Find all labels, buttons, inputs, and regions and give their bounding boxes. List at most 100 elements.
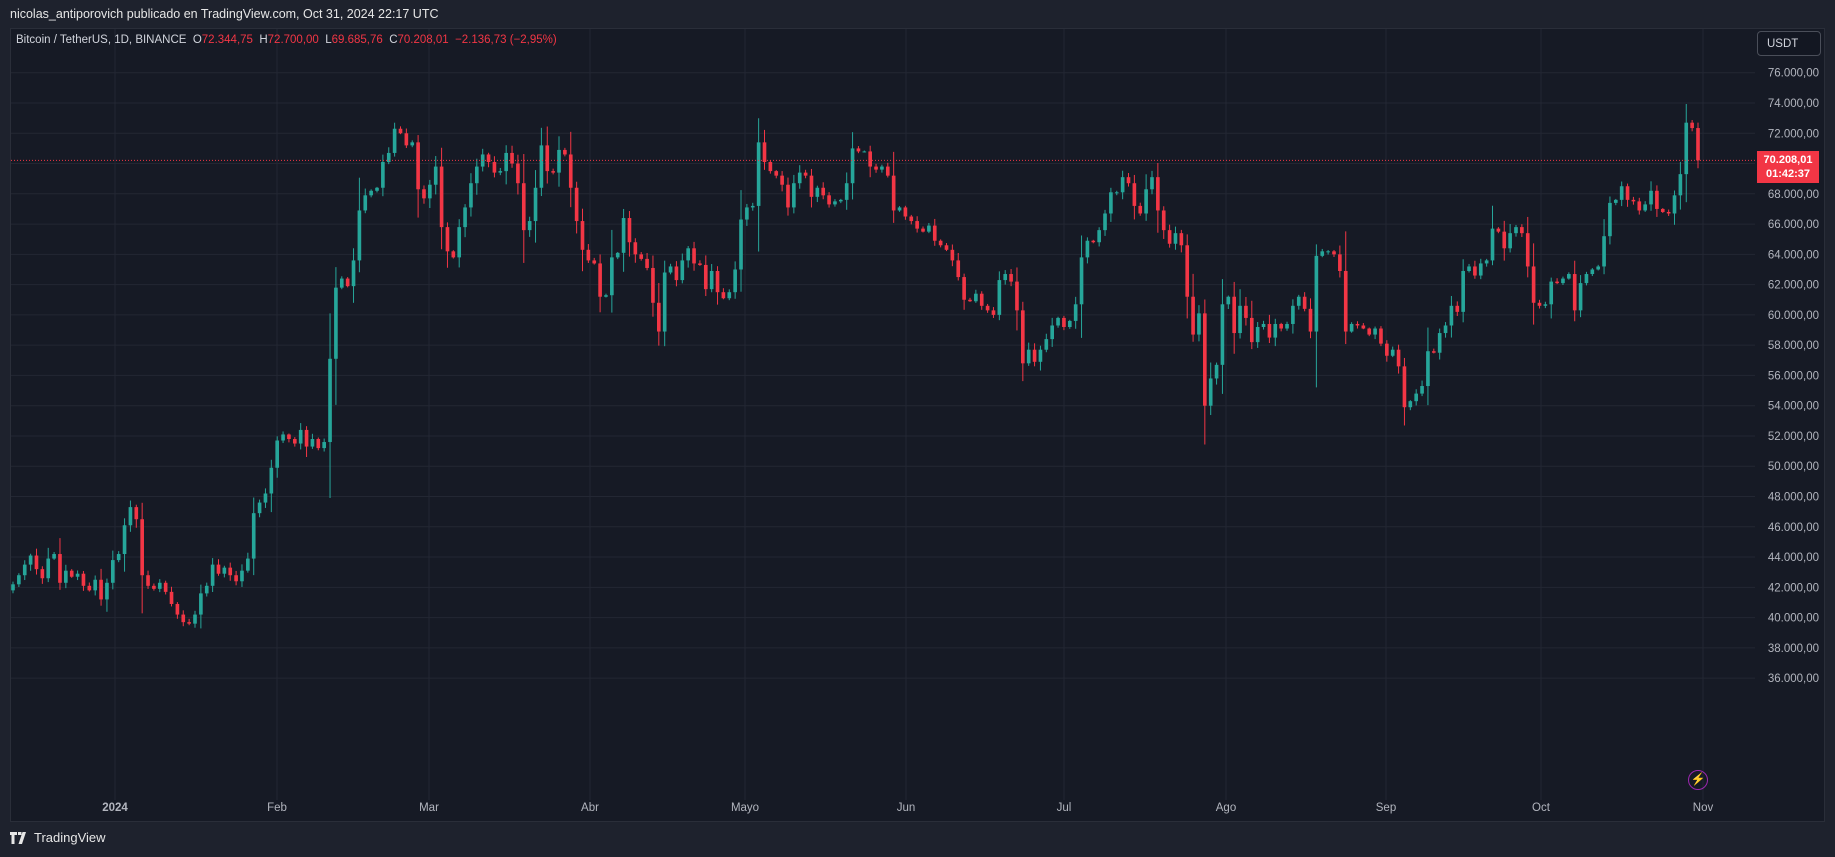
candle-body: [1490, 228, 1495, 261]
candle-body: [997, 280, 1002, 315]
candle-body: [839, 199, 843, 202]
y-tick-label: 42.000,00: [1768, 582, 1819, 594]
candle-body: [1672, 195, 1677, 214]
candle-body: [1385, 343, 1389, 356]
candle-body: [1555, 281, 1559, 284]
candle-body: [122, 525, 127, 555]
candle-body: [639, 254, 644, 259]
candle-body: [874, 166, 878, 170]
candle-body: [1649, 190, 1653, 205]
candle-body: [1285, 323, 1289, 329]
candle-body: [40, 569, 45, 579]
candle-body: [1361, 325, 1366, 329]
candle-body: [1684, 122, 1689, 175]
candle-body: [1114, 192, 1119, 194]
tradingview-logo[interactable]: TradingView: [10, 830, 106, 845]
candle-body: [75, 573, 80, 577]
y-tick-label: 46.000,00: [1768, 522, 1819, 534]
candle-body: [116, 554, 121, 561]
candle-body: [52, 554, 56, 559]
candle-body: [792, 183, 796, 208]
candle-body: [615, 252, 620, 258]
candle-body: [703, 264, 708, 290]
candle-body: [1596, 266, 1601, 270]
candle-body: [17, 575, 21, 585]
candle-body: [187, 622, 191, 624]
low-value: 69.685,76: [331, 34, 383, 46]
candle-body: [93, 579, 98, 591]
candle-body: [915, 221, 919, 229]
x-tick-label: Oct: [1532, 802, 1551, 814]
candle-body: [199, 593, 203, 615]
candle-body: [222, 567, 227, 574]
candle-body: [1156, 177, 1160, 211]
candle-body: [322, 442, 326, 449]
candle-body: [815, 187, 820, 197]
candle-body: [1067, 320, 1072, 327]
candle-body: [516, 163, 520, 184]
candle-body: [651, 267, 655, 303]
candle-body: [1461, 271, 1465, 312]
candle-body: [944, 245, 949, 250]
candle-body: [1584, 274, 1589, 284]
candle-body: [938, 240, 943, 246]
x-tick-label: Mar: [419, 802, 439, 814]
candle-body: [357, 210, 362, 261]
candle-body: [1437, 333, 1442, 353]
candle-body: [1332, 251, 1336, 255]
candle-body: [1191, 296, 1195, 335]
candle-body: [610, 257, 614, 296]
candle-body: [1302, 296, 1307, 309]
candle-body: [234, 575, 238, 582]
symbol-label[interactable]: Bitcoin / TetherUS, 1D, BINANCE: [16, 34, 187, 46]
candle-body: [58, 554, 62, 583]
candle-body: [175, 603, 180, 615]
publisher-text: nicolas_antiporovich publicado en Tradin…: [10, 7, 439, 21]
currency-button[interactable]: USDT: [1757, 31, 1821, 56]
candle-body: [1431, 351, 1436, 353]
candle-body: [1367, 328, 1372, 335]
candle-body: [1144, 189, 1148, 214]
candle-body: [762, 142, 767, 163]
open-label: O: [192, 34, 202, 46]
close-label: C: [389, 34, 398, 46]
candle-body: [334, 287, 338, 359]
candle-body: [633, 242, 638, 255]
open-value: 72.344,75: [201, 34, 253, 46]
candle-body: [1173, 233, 1178, 244]
candle-body: [404, 133, 409, 146]
candle-body: [979, 293, 984, 306]
candle-body: [1161, 210, 1166, 231]
candle-body: [692, 248, 696, 264]
last-price-tag: 70.208,01 01:42:37: [1757, 151, 1819, 184]
y-tick-label: 74.000,00: [1768, 98, 1819, 110]
candle-body: [328, 358, 332, 443]
candle-body: [721, 292, 726, 299]
last-price-value: 70.208,01: [1763, 154, 1813, 167]
candle-body: [163, 582, 168, 592]
y-tick-label: 54.000,00: [1768, 401, 1819, 413]
candle-body: [169, 591, 174, 604]
candle-body: [662, 272, 667, 332]
candle-body: [416, 142, 420, 190]
candle-body: [386, 152, 391, 163]
candle-body: [627, 218, 632, 243]
candle-body: [1449, 305, 1454, 326]
candle-body: [592, 260, 597, 264]
tradingview-logo-icon: [10, 831, 26, 844]
candle-body: [797, 172, 802, 184]
lightning-icon[interactable]: ⚡: [1688, 770, 1708, 790]
y-tick-label: 56.000,00: [1768, 370, 1819, 382]
candle-body: [152, 585, 156, 589]
candle-body: [422, 189, 426, 199]
candle-body: [563, 149, 567, 155]
candle-body: [474, 166, 479, 184]
candle-body: [146, 575, 150, 586]
candle-body: [269, 467, 274, 494]
y-tick-label: 60.000,00: [1768, 310, 1819, 322]
y-tick-label: 40.000,00: [1768, 613, 1819, 625]
candle-body: [1073, 304, 1078, 321]
candle-body: [392, 128, 397, 153]
candle-body: [1520, 227, 1524, 234]
